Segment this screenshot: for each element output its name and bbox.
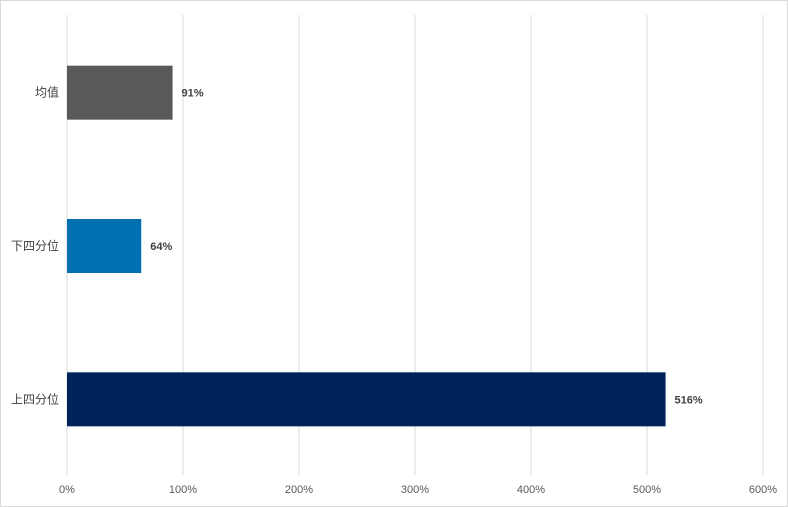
data-label-2: 516%	[675, 394, 703, 406]
x-tick-label-5: 500%	[633, 484, 661, 496]
x-tick-label-4: 400%	[517, 484, 545, 496]
bars	[67, 65, 666, 427]
x-tick-label-3: 300%	[401, 484, 429, 496]
category-label-1: 下四分位	[11, 238, 59, 253]
x-tick-label-6: 600%	[749, 484, 777, 496]
bar-0	[67, 65, 173, 120]
labels: 0% 100% 200% 300% 400% 500% 600% 均值 91% 下四分位 64% 上四…	[11, 85, 777, 496]
category-label-0: 均值	[35, 85, 59, 100]
category-label-2: 上四分位	[11, 391, 59, 406]
x-tick-label-0: 0%	[59, 484, 75, 496]
bar-1	[67, 219, 142, 273]
x-tick-label-2: 200%	[285, 484, 313, 496]
data-label-0: 91%	[182, 88, 204, 100]
bar-2	[67, 372, 666, 427]
data-label-1: 64%	[150, 241, 172, 253]
x-tick-label-1: 100%	[169, 484, 197, 496]
gridlines	[66, 15, 764, 475]
